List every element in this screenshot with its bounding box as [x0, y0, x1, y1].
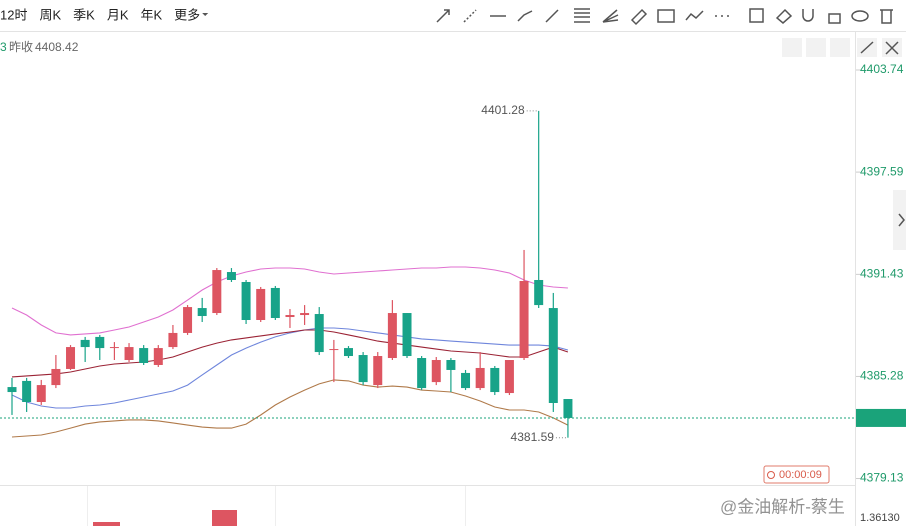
tool-line[interactable]	[463, 9, 477, 23]
candle-body	[300, 313, 310, 316]
price-tag	[856, 408, 906, 427]
candle-body	[431, 360, 441, 383]
candle-body	[95, 336, 105, 349]
tool-eye[interactable]	[851, 10, 869, 22]
info-label: 昨收	[9, 40, 33, 54]
candle-body	[373, 356, 383, 386]
indicator-line	[11, 329, 569, 378]
period-tab[interactable]: 季K	[73, 7, 95, 22]
tool-brush[interactable]	[630, 8, 648, 26]
control-button[interactable]	[830, 38, 850, 57]
tool-lock[interactable]	[828, 13, 841, 24]
candle-body	[402, 313, 412, 357]
candle-body	[109, 347, 119, 349]
countdown-box	[763, 465, 830, 484]
candle-body	[446, 360, 456, 370]
candle-body	[66, 347, 76, 369]
candle-body	[490, 367, 500, 393]
tool-eraser[interactable]	[775, 8, 793, 24]
period-tab[interactable]: 12时	[0, 7, 27, 22]
candle-body	[212, 270, 222, 314]
control-button[interactable]	[806, 38, 826, 57]
dropdown-arrow	[202, 13, 209, 16]
indicator-line	[11, 379, 569, 438]
partial-label: 3	[0, 40, 7, 54]
drawing-tools[interactable]	[436, 8, 893, 26]
high-label: 4401.28	[481, 103, 525, 117]
candle-body	[519, 280, 529, 359]
countdown: 00:00:09	[779, 469, 822, 481]
candle-body	[7, 387, 17, 393]
tool-note[interactable]	[749, 8, 764, 23]
watermark: @金油解析-蔡生	[720, 497, 845, 516]
tool-arrow[interactable]	[545, 9, 559, 23]
candle-body	[226, 272, 236, 280]
candle-body	[358, 355, 368, 383]
candle-body	[197, 308, 207, 317]
info-value: 4408.42	[35, 40, 79, 54]
tool-image[interactable]	[657, 9, 675, 23]
candle-body	[270, 287, 280, 319]
expand-icon[interactable]	[860, 41, 874, 54]
y-tick-label: 4403.74	[860, 62, 904, 76]
indicator-line	[11, 266, 568, 336]
tool-magnet[interactable]	[802, 9, 814, 22]
close-icon[interactable]	[885, 41, 899, 55]
candle-body	[124, 347, 134, 361]
tool-ray[interactable]	[436, 9, 450, 23]
candle-body	[80, 339, 90, 348]
candle-body	[36, 385, 46, 403]
tool-fan[interactable]	[602, 9, 619, 23]
volume-bar	[212, 510, 237, 526]
tool-segment[interactable]	[517, 10, 533, 22]
clock-icon	[767, 471, 775, 479]
period-tab[interactable]: 月K	[107, 7, 129, 22]
chart-controls[interactable]	[782, 38, 902, 57]
candle-body	[168, 332, 178, 348]
candle-body	[22, 380, 32, 403]
indicator-line	[11, 327, 569, 409]
low-label: 4381.59	[511, 430, 555, 444]
candle-body	[461, 372, 471, 389]
candle-body	[563, 399, 573, 418]
candle-body	[548, 308, 558, 403]
period-tab[interactable]: 年K	[140, 7, 162, 22]
candle-body	[475, 367, 485, 389]
lower-axis-label: 1.36130	[860, 512, 900, 524]
side-tab-arrow[interactable]	[898, 213, 905, 227]
candle-body	[285, 315, 295, 318]
candle-body	[241, 281, 251, 321]
candle-body	[314, 314, 324, 353]
y-tick-label: 4385.28	[860, 369, 904, 383]
candle-body	[256, 288, 266, 321]
candle-body	[51, 368, 61, 386]
candle-body	[387, 313, 397, 359]
period-tab[interactable]: 周K	[39, 7, 61, 22]
candle-body	[183, 307, 193, 333]
side-tab[interactable]	[893, 190, 906, 250]
tool-wave[interactable]	[685, 10, 704, 21]
volume-bar	[93, 522, 120, 526]
y-tick-label: 4391.43	[860, 267, 904, 281]
period-tab[interactable]: 更多	[174, 7, 200, 22]
control-button[interactable]	[782, 38, 802, 57]
tool-fib[interactable]	[574, 8, 590, 23]
y-tick-label: 4397.59	[860, 164, 904, 178]
tool-delete[interactable]	[880, 9, 893, 24]
candle-body	[139, 348, 149, 363]
candle-body	[504, 360, 514, 394]
candle-body	[329, 349, 339, 351]
candle-body	[153, 348, 163, 365]
y-tick-label: 4379.13	[860, 471, 904, 485]
candle-body	[343, 348, 353, 357]
candle-body	[417, 358, 427, 389]
candle-body	[534, 279, 544, 306]
